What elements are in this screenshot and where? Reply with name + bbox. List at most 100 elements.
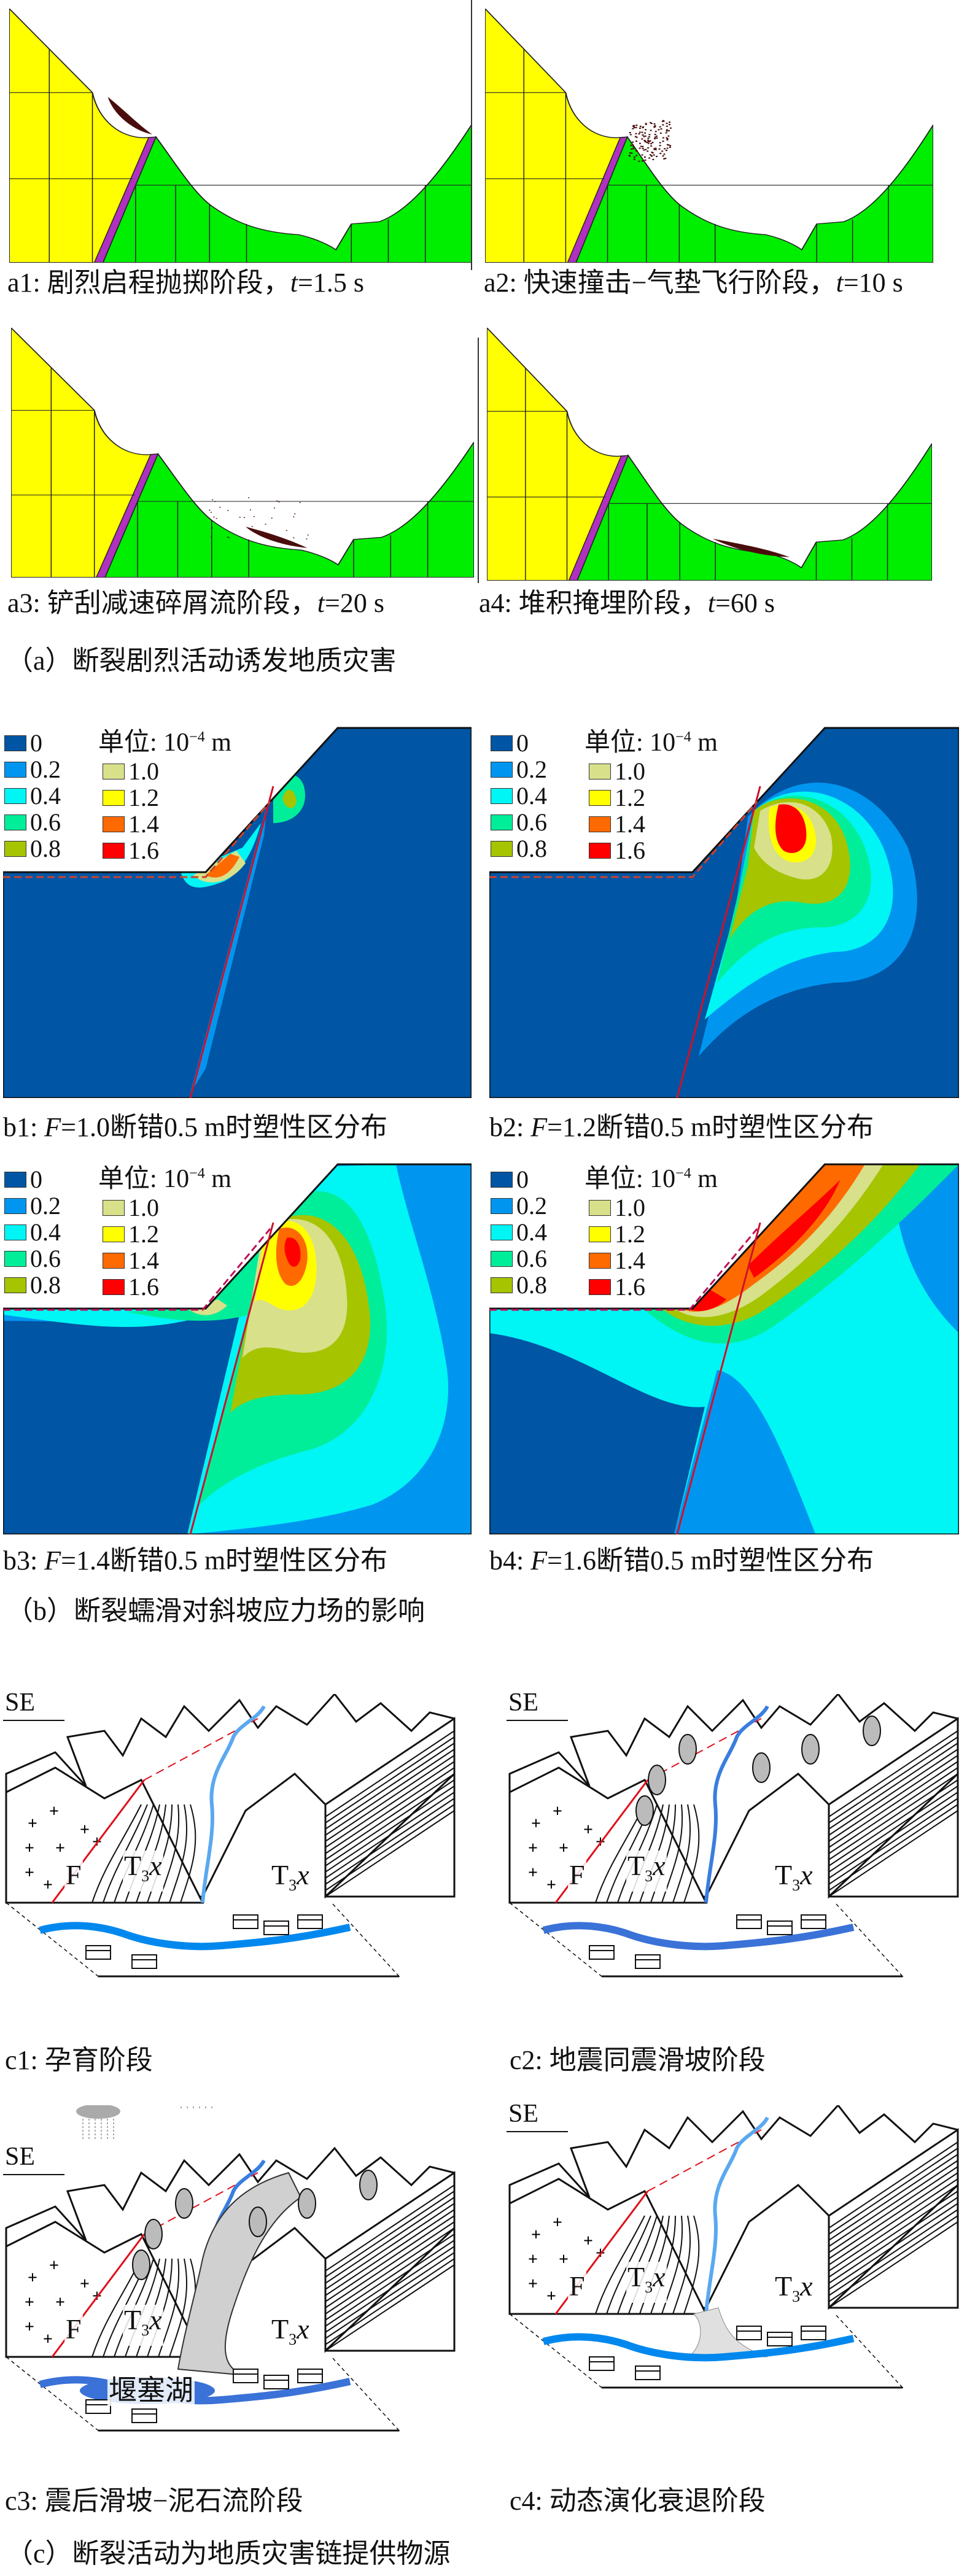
debris-particle (265, 524, 266, 525)
debris-particle (666, 130, 668, 131)
direction-label: SE (5, 2142, 35, 2172)
house-icon (264, 2375, 289, 2389)
strata-italic: x (297, 2313, 309, 2345)
debris-particle (642, 127, 644, 128)
legend-label: 0.6 (516, 1245, 547, 1272)
diagram-group: ++++++++ (6, 1694, 454, 1976)
debris-particle (271, 517, 273, 518)
legend-item: 0.2 (4, 756, 61, 783)
granite-cross-symbol: + (531, 1814, 541, 1833)
granite-cross-symbol: + (546, 1876, 556, 1895)
caption-value: =20 s (325, 588, 384, 618)
legend-swatch (103, 764, 125, 779)
debris-particle (648, 136, 650, 137)
granite-cross-symbol: + (43, 1876, 53, 1895)
strata-label: T3x (626, 2262, 667, 2303)
debris-particle (630, 145, 632, 146)
debris-particle (647, 138, 649, 139)
caption-text: a1: 剧烈启程抛掷阶段， (7, 268, 290, 298)
caption-var: F (44, 1112, 61, 1142)
legend-item: 0.8 (491, 835, 547, 862)
house-icon (767, 1921, 792, 1935)
legend-swatch (4, 1251, 26, 1267)
debris-particle (635, 141, 637, 142)
legend-label: 0.4 (30, 783, 61, 809)
legend-label: 1.2 (615, 784, 645, 811)
legend-label: 1.4 (615, 811, 645, 837)
legend-label: 0.2 (516, 756, 547, 783)
debris-particle (286, 530, 287, 531)
debris-particle (652, 159, 654, 160)
unit-exponent: −4 (675, 1166, 691, 1182)
caption-value: =1.5 s (298, 268, 364, 298)
debris-particle (294, 513, 295, 514)
caption-text: =1.0断错0.5 m时塑性区分布 (61, 1112, 387, 1142)
landslide-deposit (802, 1735, 819, 1764)
strata-text: T (124, 2304, 141, 2335)
unit-label: 单位: 10−4 m (98, 721, 231, 759)
house-icon (767, 2332, 792, 2346)
debris-particle (632, 125, 634, 126)
legend-label: 1.6 (615, 837, 645, 864)
legend-swatch (103, 843, 125, 859)
house-icon (589, 1946, 614, 1959)
fault-text: F (66, 1859, 82, 1890)
direction-label: SE (508, 2099, 538, 2129)
debris-particle (633, 148, 635, 149)
legend-label: 0.6 (516, 809, 547, 835)
caption-var: F (44, 1545, 61, 1576)
granite-cross-symbol: + (553, 1802, 562, 1821)
caption-c2: c2: 地震同震滑坡阶段 (510, 2045, 766, 2076)
unit-prefix: 单位: 10 (98, 1165, 189, 1193)
legend-swatch (491, 762, 513, 778)
granite-cross-symbol: + (25, 1863, 34, 1882)
debris-particle (640, 126, 642, 127)
debris-particle (664, 153, 666, 155)
panel-c3: ++++++++SEFT3xT3x堰塞湖 (0, 2105, 467, 2455)
diagram-group: ++++++++ (510, 2105, 958, 2388)
house-icon (233, 2369, 258, 2383)
footwall-block (576, 125, 933, 263)
unit-exponent: −4 (675, 729, 691, 745)
legend-item: 0.4 (491, 1219, 547, 1245)
panel-a1 (9, 9, 472, 263)
strata-subscript: 3 (645, 1867, 653, 1885)
debris-particle (250, 509, 251, 510)
landslide-deposit (249, 2207, 266, 2237)
debris-particle (228, 537, 230, 538)
legend-swatch (103, 1253, 125, 1269)
legend-swatch (491, 1251, 513, 1267)
debris-particle (656, 156, 658, 157)
debris-particle (639, 131, 641, 133)
debris-particle (662, 155, 664, 157)
house-icon (298, 1915, 322, 1928)
legend-item: 0 (4, 730, 61, 756)
legend-column: 1.0 1.2 1.4 1.6 (589, 758, 645, 864)
debris-particle (666, 150, 667, 151)
strata-text: T (271, 2313, 289, 2345)
debris-particle (640, 145, 642, 147)
debris-particle (634, 159, 635, 160)
debris-particle (662, 141, 664, 142)
legend-label: 0 (516, 730, 529, 756)
legend-swatch (491, 735, 513, 751)
debris-particle (669, 122, 670, 123)
legend-label: 1.4 (128, 1247, 159, 1274)
panel-b4: 0 0.2 0.4 0.6 0.8 1.0 1.2 1.4 1.6 单位: 10−4 m (489, 1161, 959, 1534)
strata-subscript: 3 (141, 1867, 149, 1885)
ground-plane-outline (510, 1903, 903, 1976)
caption-var: t (836, 268, 844, 298)
debris-particle (631, 152, 632, 153)
house-icon (264, 1921, 289, 1935)
legend-swatch (491, 1277, 513, 1293)
debris-particle (650, 140, 651, 141)
debris-particle (655, 148, 657, 149)
fault-label: F (568, 2271, 586, 2302)
debris-particle (647, 147, 649, 149)
debris-particle (644, 140, 646, 141)
legend-swatch (491, 1198, 513, 1214)
debris-particle (227, 510, 228, 511)
diagram-group: ++++++++ (6, 2148, 454, 2431)
contour-group (3, 1161, 472, 1534)
direction-arrow-icon (3, 2174, 64, 2175)
